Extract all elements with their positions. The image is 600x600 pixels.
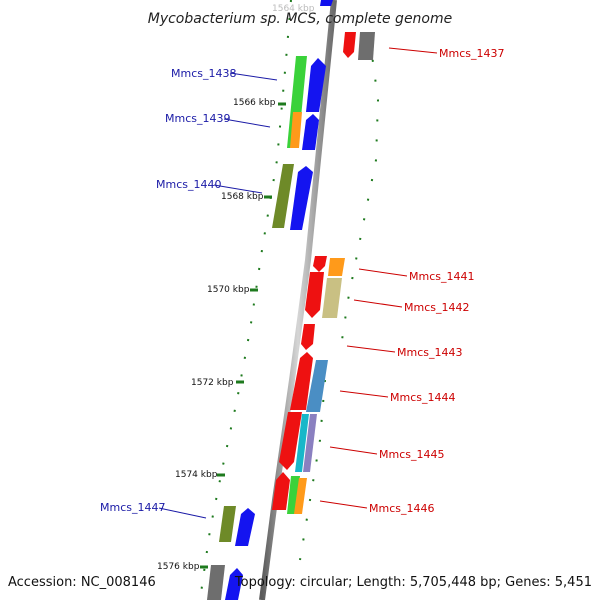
scale-labels: 1564 kbp 1566 kbp 1568 kbp 1570 kbp 1572… — [157, 4, 315, 572]
gene-block-orange[interactable] — [290, 112, 302, 148]
gene-arrow-red[interactable] — [301, 324, 315, 350]
gene-arrow-red[interactable] — [305, 272, 324, 318]
tick-label-1576: 1576 kbp — [157, 562, 200, 572]
map-title: Mycobacterium sp. MCS, complete genome — [148, 11, 453, 27]
topology-text: Topology: circular; Length: 5,705,448 bp… — [234, 575, 592, 590]
right-dotted-guide — [299, 39, 380, 561]
gene-block-gray[interactable] — [358, 32, 375, 60]
label-leader-lines — [158, 47, 438, 519]
gene-block-orange[interactable] — [294, 478, 307, 514]
gene-labels-right: Mmcs_1437 Mmcs_1441 Mmcs_1442 Mmcs_1443 … — [369, 47, 504, 515]
gene-label-mmcs-1443[interactable]: Mmcs_1443 — [397, 346, 462, 359]
accession-text: Accession: NC_008146 — [8, 575, 156, 590]
gene-label-mmcs-1440[interactable]: Mmcs_1440 — [156, 178, 221, 191]
gene-arrow-blue[interactable] — [235, 508, 255, 546]
gene-label-mmcs-1447[interactable]: Mmcs_1447 — [100, 501, 165, 514]
gene-block-cyan[interactable] — [295, 414, 309, 472]
gene-label-mmcs-1441[interactable]: Mmcs_1441 — [409, 270, 474, 283]
tick-label-1568: 1568 kbp — [221, 192, 264, 202]
gene-arrow-blue[interactable] — [225, 568, 243, 600]
gene-arrow-red[interactable] — [313, 256, 327, 272]
gene-label-mmcs-1437[interactable]: Mmcs_1437 — [439, 47, 504, 60]
gene-arrow-red[interactable] — [272, 472, 290, 510]
gene-arrow-blue[interactable] — [320, 0, 333, 6]
gene-arrow-red[interactable] — [279, 412, 302, 470]
gene-arrow-blue[interactable] — [306, 58, 326, 112]
chromosome-backbone — [259, 0, 337, 600]
gene-block-olive[interactable] — [272, 164, 294, 228]
gene-block-gray[interactable] — [207, 565, 225, 600]
gene-block-olive[interactable] — [219, 506, 236, 542]
gene-label-mmcs-1442[interactable]: Mmcs_1442 — [404, 301, 469, 314]
gene-block-steelblue[interactable] — [306, 360, 328, 412]
gene-label-mmcs-1438[interactable]: Mmcs_1438 — [171, 67, 236, 80]
gene-label-mmcs-1439[interactable]: Mmcs_1439 — [165, 112, 230, 125]
gene-arrow-blue[interactable] — [290, 166, 313, 230]
gene-block-khaki[interactable] — [322, 278, 342, 318]
tick-label-1572: 1572 kbp — [191, 378, 234, 388]
tick-label-1564: 1564 kbp — [272, 4, 315, 14]
gene-block-purple[interactable] — [303, 414, 317, 472]
gene-labels-left: Mmcs_1438 Mmcs_1439 Mmcs_1440 Mmcs_1447 — [100, 67, 236, 514]
gene-block-orange[interactable] — [328, 258, 345, 276]
gene-features — [207, 0, 375, 600]
gene-label-mmcs-1446[interactable]: Mmcs_1446 — [369, 502, 434, 515]
gene-arrow-blue[interactable] — [302, 114, 319, 150]
tick-label-1566: 1566 kbp — [233, 98, 276, 108]
gene-arrow-red[interactable] — [290, 352, 313, 410]
tick-label-1574: 1574 kbp — [175, 470, 218, 480]
gene-arrow-red[interactable] — [343, 32, 356, 58]
gene-label-mmcs-1444[interactable]: Mmcs_1444 — [390, 391, 455, 404]
scale-tick-marks — [200, 102, 286, 569]
tick-label-1570: 1570 kbp — [207, 285, 250, 295]
gene-label-mmcs-1445[interactable]: Mmcs_1445 — [379, 448, 444, 461]
